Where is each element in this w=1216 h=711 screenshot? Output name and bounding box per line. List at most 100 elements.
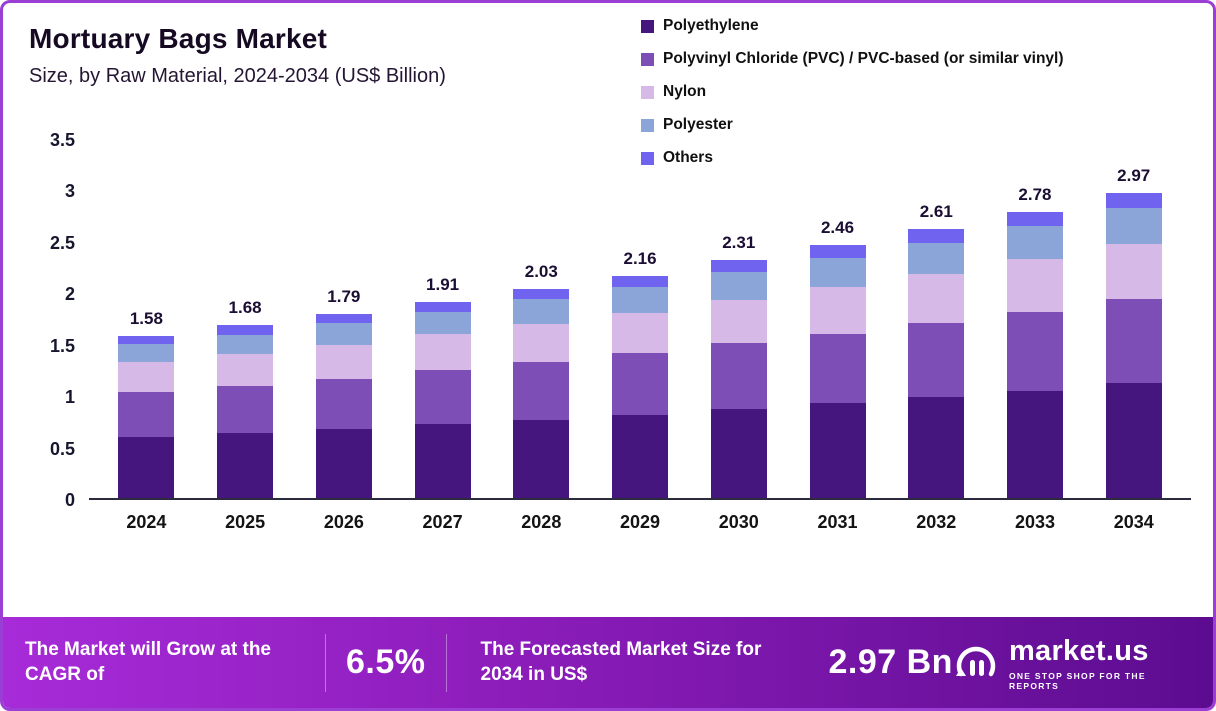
bar-total-label: 2.46 <box>820 218 855 238</box>
plot-area: 1.58 1.68 1.79 1.91 2.03 2.16 2.31 2.46 2.61 2.78… <box>89 140 1191 500</box>
chart-inner: 0 0.5 1 1.5 2 2.5 3 3.5 1.58 1.68 1.79 1.91 2.03 2.1… <box>31 130 1191 510</box>
legend-item: Polyester <box>641 116 1197 134</box>
bar-segment-polyethylene <box>612 414 669 498</box>
legend-swatch-icon <box>641 19 654 33</box>
y-axis: 0 0.5 1 1.5 2 2.5 3 3.5 <box>31 130 89 510</box>
y-axis-tick-label: 0 <box>64 490 75 510</box>
y-axis-tick-label: 0.5 <box>49 438 75 459</box>
bar-segment-nylon <box>513 324 570 363</box>
bar-segment-nylon <box>414 334 471 371</box>
bar-total-label: 1.58 <box>129 308 163 328</box>
bar-segment-nylon <box>118 362 175 393</box>
bar-segment-nylon <box>809 287 866 334</box>
stacked-bar <box>1006 212 1063 498</box>
stacked-bar <box>513 289 570 498</box>
bar-segment-polyvinyl-chloride-pvc-pvc-based-or-similar-vinyl <box>612 353 669 415</box>
bar-total-label: 2.31 <box>722 233 756 253</box>
bar-segment-polyvinyl-chloride-pvc-pvc-based-or-similar-vinyl <box>908 323 965 398</box>
cagr-label: The Market will Grow at the CAGR of <box>25 638 271 685</box>
bar-segment-polyethylene <box>1105 382 1162 498</box>
bar-segment-nylon <box>710 299 767 343</box>
logo-texts: market.us One Stop Shop For The Reports <box>1009 635 1185 691</box>
legend-label: Polyethylene <box>663 17 759 34</box>
bar-total-label: 2.03 <box>524 262 558 282</box>
bar-segment-polyethylene <box>908 397 965 498</box>
bar-segment-polyethylene <box>217 433 274 498</box>
header: Mortuary Bags Market Size, by Raw Materi… <box>3 3 1213 88</box>
x-axis-label: 2026 <box>323 512 364 532</box>
stacked-bar <box>414 301 471 498</box>
bar-slot: 2.61 <box>887 140 986 498</box>
y-axis-tick-label: 2.5 <box>49 232 75 253</box>
banner-divider <box>445 633 447 692</box>
bar-segment-polyethylene <box>513 419 570 498</box>
bar-segment-nylon <box>315 344 372 379</box>
x-axis-label: 2028 <box>521 512 562 532</box>
stacked-bar <box>217 325 274 498</box>
legend-label: Others <box>663 149 713 166</box>
page-subtitle: Size, by Raw Material, 2024-2034 (US$ Bi… <box>29 65 446 87</box>
bar-slot: 2.46 <box>788 140 887 498</box>
bar-segment-polyvinyl-chloride-pvc-pvc-based-or-similar-vinyl <box>1006 311 1063 391</box>
legend: Polyethylene Polyvinyl Chloride (PVC) / P… <box>641 17 1197 167</box>
bar-segment-polyvinyl-chloride-pvc-pvc-based-or-similar-vinyl <box>809 333 866 404</box>
legend-swatch-icon <box>641 118 654 132</box>
legend-swatch-icon <box>641 85 654 99</box>
y-axis-tick-label: 1 <box>64 387 75 408</box>
legend-label: Polyester <box>663 116 733 133</box>
bar-segment-others <box>118 335 175 344</box>
bar-segment-polyester <box>315 323 372 345</box>
stacked-bar <box>315 313 372 498</box>
bar-segment-nylon <box>1006 259 1063 312</box>
bar-segment-others <box>513 289 570 300</box>
bar-segment-polyester <box>1105 208 1162 245</box>
bar-segment-polyester <box>217 334 274 355</box>
legend-item: Polyethylene <box>641 17 1197 35</box>
stacked-bar <box>1105 192 1162 498</box>
y-axis-tick-label: 3.5 <box>49 130 75 150</box>
x-axis-label: 2031 <box>817 512 858 532</box>
marketus-logo: market.us One Stop Shop For The Reports <box>953 635 1191 691</box>
bar-slot: 1.68 <box>196 140 295 498</box>
bar-segment-others <box>710 260 767 272</box>
footer-banner: The Market will Grow at the CAGR of 6.5%… <box>3 617 1213 708</box>
y-axis-tick-label: 2 <box>64 284 75 305</box>
bar-segment-nylon <box>908 273 965 324</box>
bars-row: 1.58 1.68 1.79 1.91 2.03 2.16 2.31 2.46 2.61 2.78… <box>89 140 1191 498</box>
bar-segment-polyvinyl-chloride-pvc-pvc-based-or-similar-vinyl <box>217 385 274 434</box>
banner-divider <box>325 633 326 692</box>
bar-segment-others <box>414 301 471 312</box>
page-title: Mortuary Bags Market <box>29 23 328 54</box>
bar-segment-others <box>809 245 866 259</box>
bar-total-label: 2.61 <box>919 202 953 222</box>
y-axis-tick-label: 1.5 <box>49 335 75 356</box>
bar-segment-polyethylene <box>1006 391 1063 498</box>
bar-segment-nylon <box>217 354 274 386</box>
bar-segment-polyester <box>118 343 175 363</box>
bar-segment-polyester <box>710 271 767 300</box>
bar-segment-polyester <box>414 311 471 335</box>
bar-slot: 2.31 <box>689 140 788 498</box>
legend-item: Nylon <box>641 83 1197 101</box>
bar-segment-polyvinyl-chloride-pvc-pvc-based-or-similar-vinyl <box>1105 298 1162 383</box>
bar-total-label: 2.78 <box>1018 185 1052 205</box>
bar-segment-others <box>612 275 669 288</box>
chart: 0 0.5 1 1.5 2 2.5 3 3.5 1.58 1.68 1.79 1.91 2.03 2.1… <box>31 130 1191 533</box>
x-axis-label: 2032 <box>916 512 957 532</box>
bar-segment-others <box>908 229 965 243</box>
bar-segment-polyester <box>908 242 965 274</box>
bar-segment-others <box>217 325 274 335</box>
bar-slot: 1.79 <box>294 140 393 498</box>
bar-segment-polyethylene <box>315 429 372 498</box>
bar-segment-nylon <box>612 312 669 354</box>
bar-total-label: 1.91 <box>426 274 460 294</box>
bar-slot: 2.03 <box>492 140 591 498</box>
bar-segment-polyvinyl-chloride-pvc-pvc-based-or-similar-vinyl <box>414 370 471 424</box>
stacked-bar <box>908 229 965 498</box>
bar-slot: 1.58 <box>97 140 196 498</box>
y-axis-tick-label: 3 <box>64 181 75 202</box>
x-axis-label: 2025 <box>225 512 266 532</box>
x-axis-label: 2030 <box>718 512 759 532</box>
bar-slot: 1.91 <box>393 140 492 498</box>
